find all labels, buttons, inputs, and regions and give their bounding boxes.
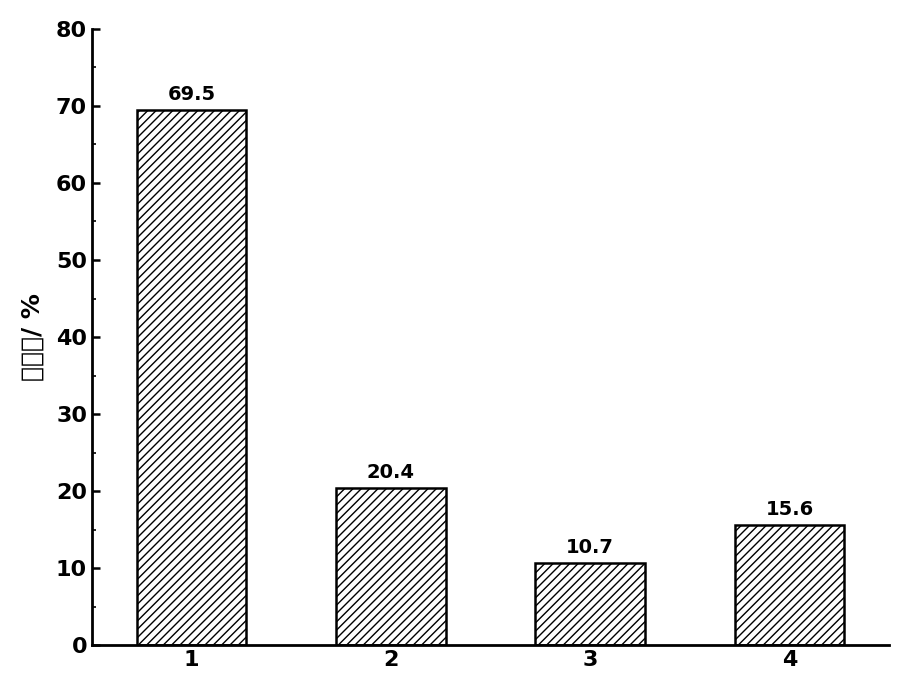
Text: 15.6: 15.6 [765, 500, 814, 519]
Text: 10.7: 10.7 [566, 538, 614, 557]
Text: 20.4: 20.4 [367, 463, 415, 482]
Bar [535, 563, 645, 645]
Y-axis label: 脱硫率/ %: 脱硫率/ % [21, 293, 45, 381]
Bar [734, 525, 844, 645]
Bar [136, 110, 247, 645]
Text: 69.5: 69.5 [167, 84, 216, 104]
Bar [336, 488, 446, 645]
